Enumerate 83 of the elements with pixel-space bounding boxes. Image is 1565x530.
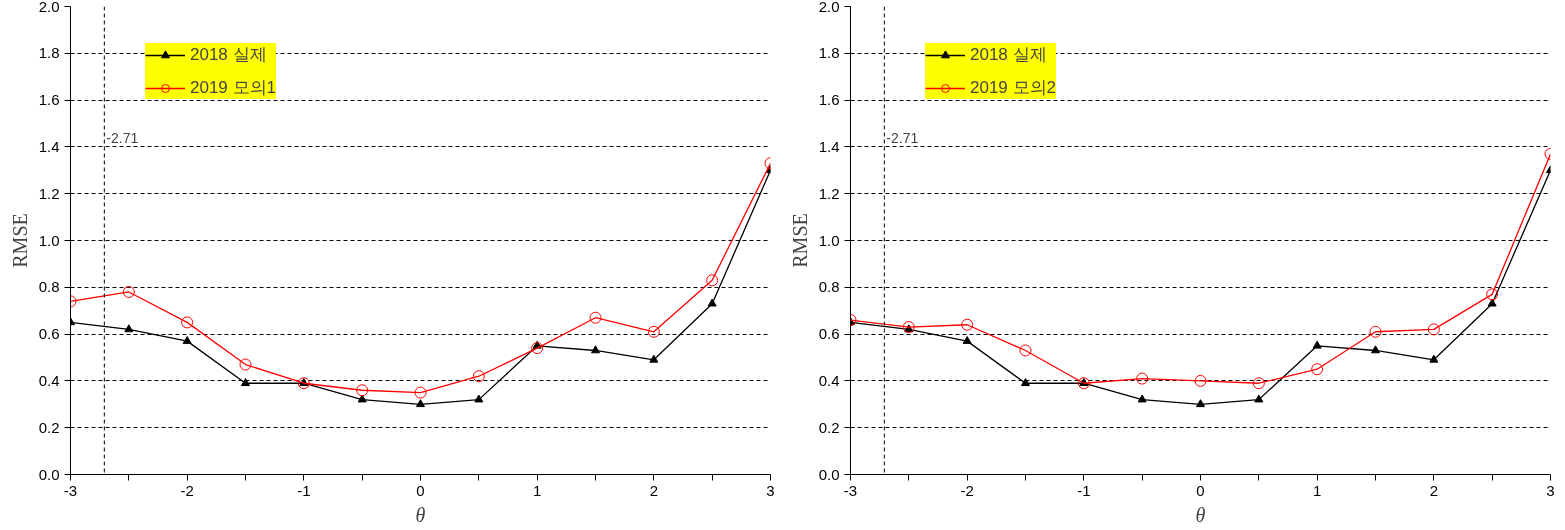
point (706, 274, 719, 287)
point (1136, 372, 1149, 385)
y-tick-label: 1.6 (38, 91, 60, 109)
point (239, 358, 252, 371)
legend-label: 2019 모의2 (970, 77, 1056, 99)
point (1486, 288, 1499, 301)
y-tick-label: 0.2 (38, 418, 60, 436)
point (474, 394, 484, 403)
y-tick-label: 2.0 (38, 0, 60, 15)
point (472, 370, 485, 383)
ref-line-label: -2.71 (886, 129, 919, 146)
x-tick-label: 3 (766, 481, 775, 499)
y-axis-title: RMSE (8, 213, 31, 268)
y-tick-label: 2.0 (818, 0, 840, 15)
y-tick-label: 0.2 (818, 418, 840, 436)
point (181, 316, 194, 329)
point (1196, 399, 1205, 408)
point (649, 354, 659, 363)
point (1312, 340, 1322, 349)
legend-label: 2018 실제 (190, 44, 267, 66)
point (124, 324, 134, 333)
y-tick-label: 0.4 (38, 371, 60, 389)
point (591, 345, 600, 354)
y-tick-label: 1.2 (818, 184, 840, 202)
legend-label: 2018 실제 (970, 44, 1047, 66)
point (1311, 363, 1324, 376)
y-tick-label: 1.8 (38, 44, 60, 62)
legend-label: 2019 모의1 (190, 77, 276, 99)
point (961, 318, 974, 331)
x-tick-label: 0 (416, 481, 425, 499)
x-axis-title: θ (1195, 503, 1206, 526)
point (416, 399, 425, 408)
y-tick-label: 1.8 (818, 44, 840, 62)
point (1487, 298, 1497, 307)
point (531, 342, 544, 355)
ref-line-label: -2.71 (106, 129, 139, 146)
point (1427, 323, 1440, 336)
x-tick-label: -2 (180, 481, 194, 499)
point (1371, 345, 1380, 354)
point (1194, 374, 1207, 387)
point (1429, 354, 1439, 363)
y-axis-title: RMSE (788, 213, 811, 268)
x-tick-label: -1 (297, 481, 311, 499)
point (1021, 378, 1030, 387)
x-tick-label: 1 (533, 481, 542, 499)
x-tick-label: 2 (649, 481, 659, 499)
y-tick-label: 0.0 (38, 465, 60, 483)
y-tick-label: 1.2 (38, 184, 60, 202)
x-tick-label: -1 (1077, 481, 1091, 499)
x-tick-label: -2 (960, 481, 974, 499)
x-tick-label: 2 (1429, 481, 1439, 499)
y-tick-label: 0.0 (818, 465, 840, 483)
x-tick-label: 1 (1313, 481, 1322, 499)
x-tick-label: 3 (1546, 481, 1555, 499)
y-tick-label: 0.6 (38, 325, 60, 343)
point (1252, 377, 1265, 390)
x-tick-label: -3 (843, 481, 858, 499)
y-tick-label: 0.8 (818, 278, 840, 296)
x-tick-label: 0 (1196, 481, 1205, 499)
point (1019, 344, 1032, 357)
y-tick-label: 1.0 (38, 231, 60, 249)
y-tick-label: 0.4 (818, 371, 840, 389)
y-tick-label: 1.6 (818, 91, 840, 109)
point (707, 298, 717, 307)
point (1254, 394, 1264, 403)
y-tick-label: 1.4 (818, 137, 840, 155)
x-tick-label: -3 (63, 481, 78, 499)
y-tick-label: 0.8 (38, 278, 60, 296)
point (962, 336, 972, 344)
point (357, 394, 367, 403)
point (589, 311, 602, 324)
point (241, 378, 250, 387)
point (1137, 394, 1147, 403)
point (1369, 325, 1382, 338)
y-tick-label: 1.0 (818, 231, 840, 249)
point (182, 336, 192, 344)
point (414, 386, 427, 399)
y-tick-label: 0.6 (818, 325, 840, 343)
x-axis-title: θ (415, 503, 426, 526)
point (122, 285, 135, 298)
y-tick-label: 1.4 (38, 137, 60, 155)
point (647, 325, 660, 338)
point (356, 384, 369, 397)
